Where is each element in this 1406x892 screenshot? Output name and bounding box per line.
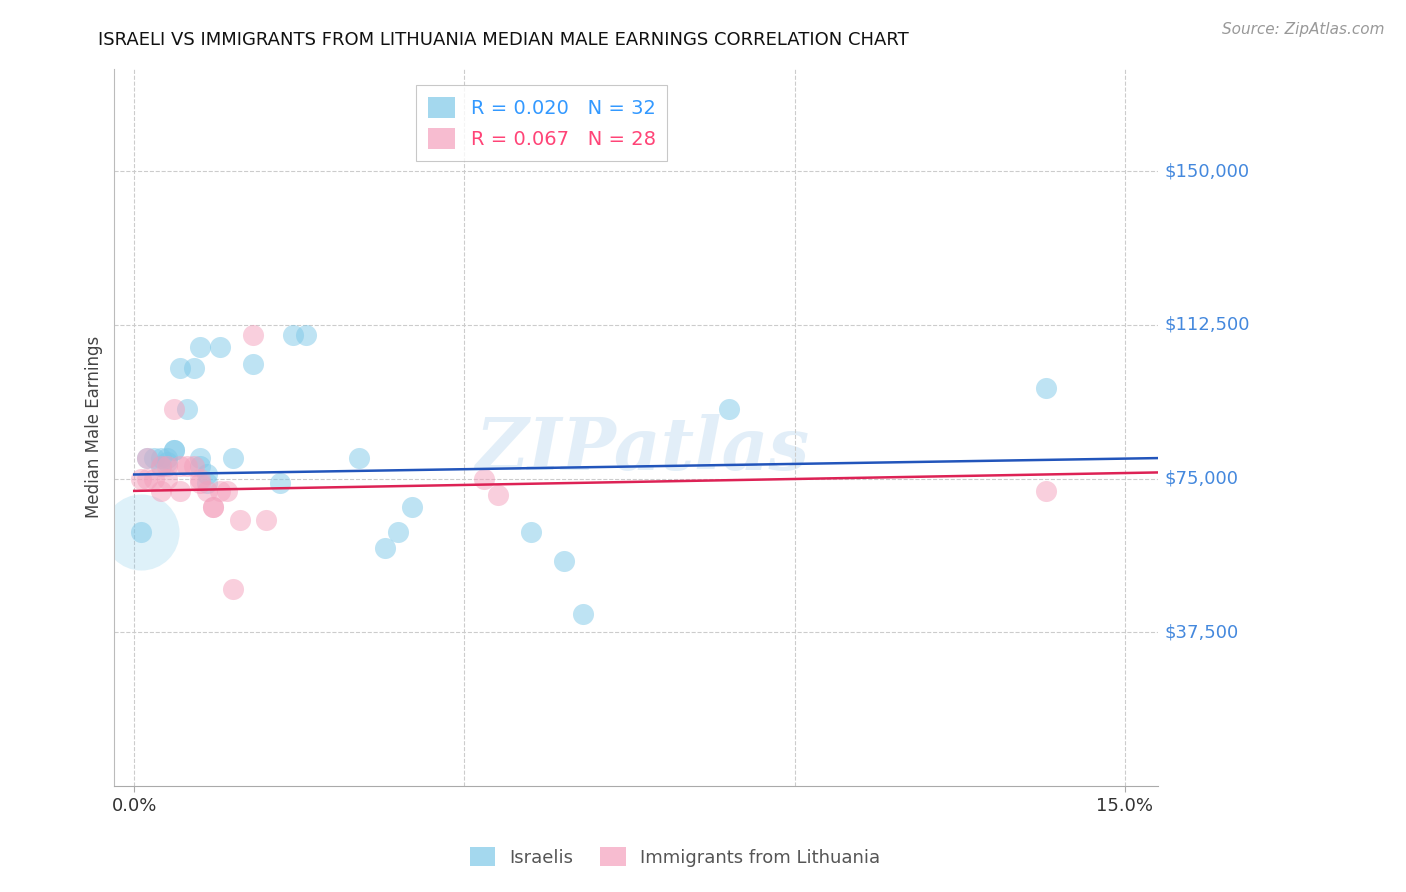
Point <box>281 328 304 343</box>
Point <box>129 524 152 539</box>
Point <box>242 357 264 371</box>
Point <box>215 483 238 498</box>
Point <box>347 451 370 466</box>
Point <box>188 451 211 466</box>
Point <box>183 360 205 375</box>
Point <box>129 524 152 539</box>
Legend: Israelis, Immigrants from Lithuania: Israelis, Immigrants from Lithuania <box>463 840 887 874</box>
Point <box>519 524 541 539</box>
Point <box>254 513 277 527</box>
Point <box>202 500 225 515</box>
Point <box>156 459 179 474</box>
Text: Source: ZipAtlas.com: Source: ZipAtlas.com <box>1222 22 1385 37</box>
Point <box>156 451 179 466</box>
Point <box>472 472 495 486</box>
Point <box>149 459 172 474</box>
Point <box>295 328 318 343</box>
Text: $150,000: $150,000 <box>1164 162 1250 180</box>
Point <box>572 607 595 621</box>
Point <box>169 459 191 474</box>
Point <box>188 340 211 354</box>
Point <box>156 455 179 469</box>
Text: $37,500: $37,500 <box>1164 624 1239 641</box>
Point <box>163 442 186 457</box>
Text: ISRAELI VS IMMIGRANTS FROM LITHUANIA MEDIAN MALE EARNINGS CORRELATION CHART: ISRAELI VS IMMIGRANTS FROM LITHUANIA MED… <box>98 31 910 49</box>
Point <box>149 459 172 474</box>
Point <box>717 401 740 416</box>
Point <box>136 451 159 466</box>
Text: $112,500: $112,500 <box>1164 316 1250 334</box>
Point <box>169 483 191 498</box>
Point <box>202 500 225 515</box>
Point <box>553 553 575 567</box>
Point <box>269 475 291 490</box>
Point <box>222 451 245 466</box>
Text: ZIPatlas: ZIPatlas <box>475 415 810 485</box>
Point <box>1035 483 1057 498</box>
Point <box>183 459 205 474</box>
Text: $75,000: $75,000 <box>1164 469 1239 488</box>
Point <box>229 513 252 527</box>
Point <box>149 483 172 498</box>
Y-axis label: Median Male Earnings: Median Male Earnings <box>86 336 103 518</box>
Point <box>188 475 211 490</box>
Point <box>242 328 264 343</box>
Point <box>188 472 211 486</box>
Point <box>149 451 172 466</box>
Point <box>387 524 409 539</box>
Point <box>176 401 198 416</box>
Point <box>222 582 245 597</box>
Point <box>195 475 218 490</box>
Point <box>176 459 198 474</box>
Legend: R = 0.020   N = 32, R = 0.067   N = 28: R = 0.020 N = 32, R = 0.067 N = 28 <box>416 86 668 161</box>
Point <box>143 451 166 466</box>
Point <box>195 483 218 498</box>
Point <box>195 467 218 482</box>
Point <box>136 451 159 466</box>
Point <box>401 500 423 515</box>
Point <box>143 472 166 486</box>
Point <box>486 488 509 502</box>
Point <box>129 472 152 486</box>
Point <box>209 483 232 498</box>
Point <box>188 459 211 474</box>
Point <box>169 360 191 375</box>
Point <box>374 541 396 556</box>
Point <box>156 472 179 486</box>
Point <box>1035 381 1057 395</box>
Point <box>163 442 186 457</box>
Point <box>136 472 159 486</box>
Point <box>163 401 186 416</box>
Point <box>209 340 232 354</box>
